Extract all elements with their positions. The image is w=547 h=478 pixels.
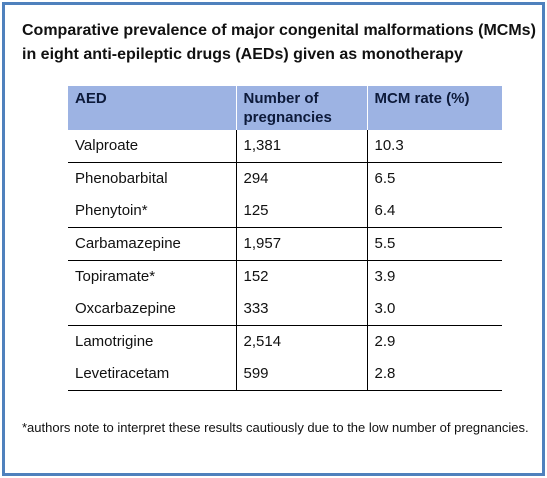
cell-pregnancies: 2,514 — [235, 325, 367, 359]
table-header-row: AED Number of pregnancies MCM rate (%) — [68, 86, 502, 130]
header-mcm-rate: MCM rate (%) — [366, 86, 502, 130]
cell-pregnancies: 294 — [235, 162, 367, 196]
table-row: Phenobarbital 294 6.5 — [68, 162, 502, 196]
table-row: Lamotrigine 2,514 2.9 — [68, 325, 502, 359]
cell-mcm-rate: 3.0 — [366, 292, 502, 327]
table-row: Valproate 1,381 10.3 — [68, 130, 502, 164]
cell-mcm-rate: 5.5 — [366, 227, 502, 261]
cell-pregnancies: 599 — [235, 358, 367, 392]
cell-aed: Carbamazepine — [68, 227, 236, 261]
header-number-of-pregnancies: Number of pregnancies — [235, 86, 367, 130]
cell-pregnancies: 125 — [235, 195, 367, 229]
cell-aed: Phenobarbital — [75, 170, 168, 188]
cell-aed: Oxcarbazepine — [68, 292, 236, 327]
cell-pregnancies: 1,957 — [235, 227, 367, 261]
mcm-prevalence-table: AED Number of pregnancies MCM rate (%) V… — [68, 86, 502, 392]
header-aed: AED — [68, 86, 236, 130]
figure-title: Comparative prevalence of major congenit… — [22, 22, 536, 63]
cell-pregnancies: 1,381 — [235, 130, 367, 164]
cell-mcm-rate: 2.8 — [366, 358, 502, 392]
cell-pregnancies: 152 — [235, 260, 367, 293]
table-row: Topiramate* 152 3.9 — [68, 260, 502, 293]
cell-mcm-rate: 10.3 — [366, 130, 502, 164]
cell-pregnancies: 333 — [235, 292, 367, 327]
table-row: Carbamazepine 1,957 5.5 — [68, 227, 502, 261]
cell-aed: Phenytoin* — [68, 195, 236, 229]
cell-mcm-rate: 6.5 — [366, 162, 502, 196]
cell-aed: Lamotrigine — [75, 333, 154, 351]
table-row: Oxcarbazepine 333 3.0 — [68, 292, 502, 327]
cell-mcm-rate: 6.4 — [366, 195, 502, 229]
cell-aed: Levetiracetam — [68, 358, 236, 392]
cell-mcm-rate: 2.9 — [366, 325, 502, 359]
cell-mcm-rate: 3.9 — [366, 260, 502, 293]
table-row: Levetiracetam 599 2.8 — [68, 358, 502, 392]
cell-aed: Topiramate* — [75, 267, 156, 285]
table-row: Phenytoin* 125 6.4 — [68, 195, 502, 229]
footnote: *authors note to interpret these results… — [22, 420, 529, 435]
cell-aed: Valproate — [68, 130, 236, 164]
